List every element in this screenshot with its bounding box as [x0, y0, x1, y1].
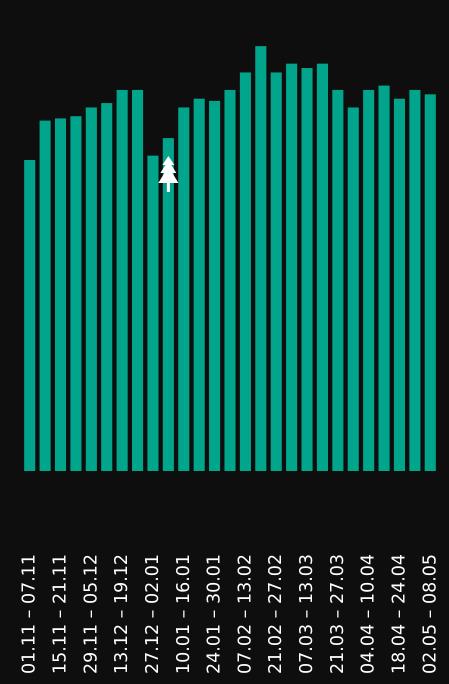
tree-icon	[158, 156, 179, 192]
bar-10	[178, 107, 190, 472]
x-tick-label: 21.02 – 27.02	[266, 554, 286, 674]
x-tick-labels: 01.11 – 07.11 15.11 – 21.11 29.11 – 05.12 1…	[20, 554, 441, 674]
bar-1	[39, 120, 51, 471]
x-tick-label: 18.04 – 24.04	[389, 554, 409, 674]
bar-11	[193, 98, 205, 471]
bar-20	[332, 89, 344, 471]
x-tick-label: 02.05 – 08.05	[420, 554, 440, 674]
bar-15	[255, 46, 267, 471]
bar-9	[162, 138, 174, 471]
x-tick-label: 13.12 – 19.12	[112, 554, 132, 674]
bar-12	[209, 100, 221, 471]
x-tick-label: 29.11 – 05.12	[81, 554, 101, 674]
bar-3	[70, 116, 82, 471]
bar-4	[85, 107, 97, 472]
bar-16	[270, 72, 282, 472]
bar-2	[54, 118, 67, 471]
x-tick-label: 07.03 – 13.03	[297, 554, 317, 674]
x-tick-label: 27.12 – 02.01	[143, 554, 163, 674]
x-tick-label: 24.01 – 30.01	[205, 554, 225, 674]
bar-21	[347, 107, 359, 472]
bar-6	[116, 89, 128, 471]
bar-0	[24, 160, 36, 471]
bar-5	[101, 103, 113, 471]
x-tick-label: 10.01 – 16.01	[174, 554, 194, 674]
bar-26	[424, 94, 436, 471]
bar-24	[393, 98, 406, 471]
bar-19	[316, 63, 328, 471]
bars-group	[24, 46, 436, 472]
bar-25	[409, 89, 421, 471]
x-tick-label: 15.11 – 21.11	[51, 554, 71, 674]
icon-layer	[158, 156, 179, 192]
x-tick-label: 07.02 – 13.02	[235, 554, 255, 674]
bar-7	[132, 89, 144, 471]
x-tick-label: 21.03 – 27.03	[328, 554, 348, 674]
bar-13	[224, 89, 236, 471]
x-tick-label: 04.04 – 10.04	[359, 554, 379, 674]
x-tick-label: 01.11 – 07.11	[20, 554, 40, 674]
bar-8	[147, 155, 159, 471]
bar-23	[378, 85, 390, 471]
bar-14	[239, 72, 251, 472]
bar-22	[363, 89, 375, 471]
bar-17	[286, 63, 298, 471]
bar-18	[301, 68, 313, 471]
